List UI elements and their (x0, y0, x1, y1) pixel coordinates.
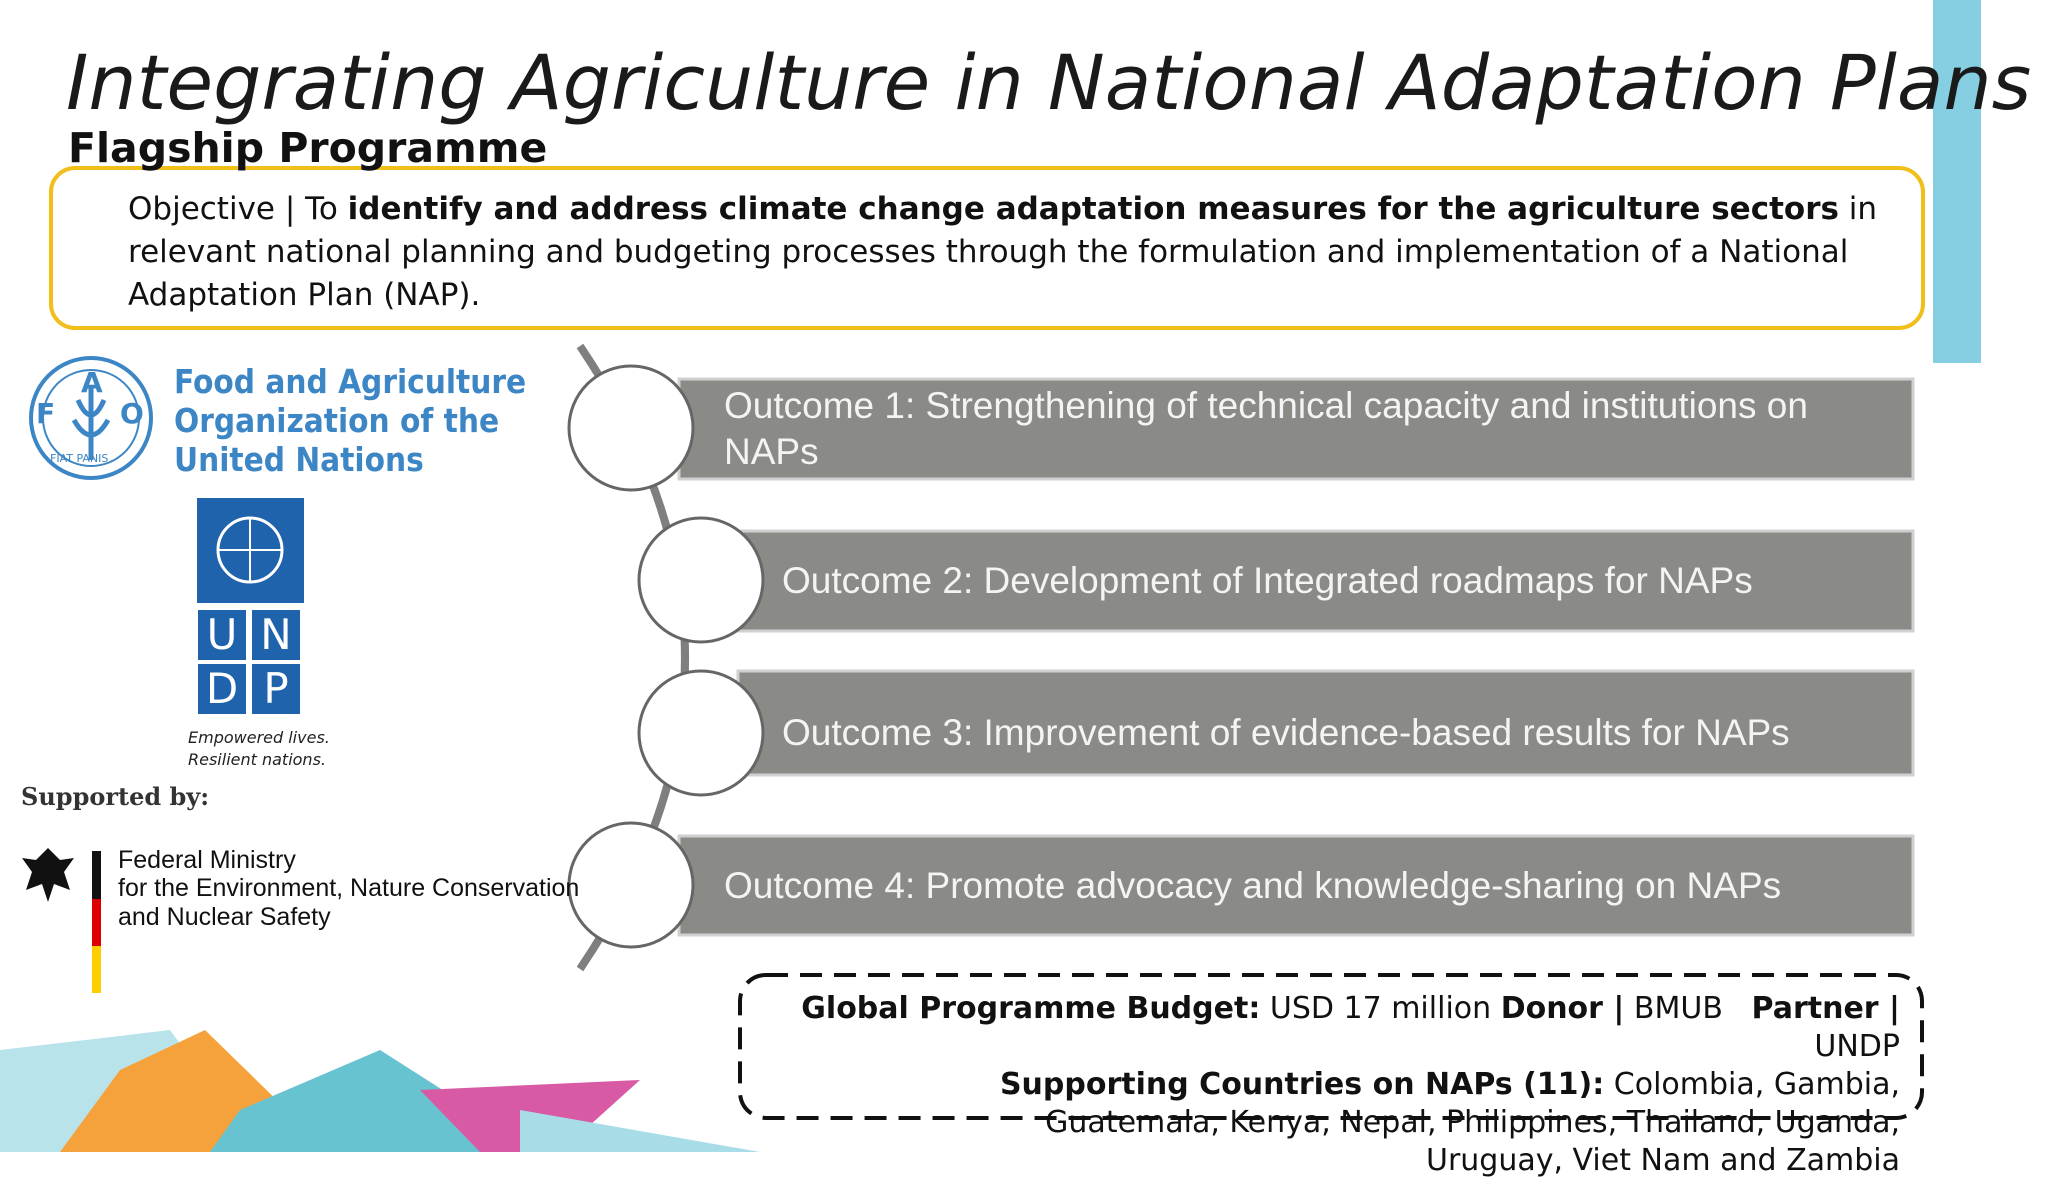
undp-letter: D (198, 664, 246, 714)
undp-letter: N (252, 610, 300, 660)
supported-by: Supported by: (21, 782, 210, 811)
budget-text: Global Programme Budget: (801, 991, 1261, 1026)
decoration (0, 0, 1981, 1152)
objective-text: in relevant national planning and budget… (128, 191, 1878, 313)
subtitle: Flagship Programme (68, 124, 548, 172)
undp-tagline: Resilient nations. (188, 750, 326, 769)
fao-name: United Nations (174, 440, 424, 479)
fao-logo (29, 356, 153, 480)
title: Integrating Agriculture in National Adap… (66, 38, 2032, 127)
footer-triangles (0, 1030, 760, 1152)
fao-name: Food and Agriculture (174, 362, 527, 401)
outcome: Outcome 1: Strengthening of technical ca… (724, 385, 1808, 472)
outcome-bars (567, 364, 1915, 949)
objective: Objective | To identify and address clim… (128, 188, 1908, 317)
ministry-name: for the Environment, Nature Conservation (118, 874, 580, 902)
ministry-name: and Nuclear Safety (118, 903, 331, 931)
undp-letter: U (198, 610, 246, 660)
objective-box (49, 166, 1925, 330)
ministry-name: Federal Ministry (118, 846, 296, 874)
outcome: Outcome 2: Development of Integrated roa… (782, 560, 1753, 601)
undp-tagline: Empowered lives. (188, 728, 330, 747)
undp-letter: P (252, 664, 300, 714)
fao-letter: F (36, 397, 56, 430)
budget-text: Partner | (1751, 991, 1900, 1026)
accent-bar (1933, 0, 1981, 363)
budget-text: BMUB (1624, 991, 1752, 1026)
outcome: Outcome 3: Improvement of evidence-based… (782, 712, 1790, 753)
fao-letter: A (81, 366, 103, 399)
budget-text: Supporting Countries on NAPs (11): (999, 1067, 1605, 1102)
budget-box (738, 973, 1924, 1120)
outcome: Outcome 4: Promote advocacy and knowledg… (724, 865, 1782, 906)
budget-text: Donor | (1500, 991, 1625, 1026)
objective-text: identify and address climate change adap… (347, 191, 1839, 227)
objective-text: Objective | To (128, 191, 348, 227)
budget-line: Global Programme Budget: USD 17 million … (760, 990, 1900, 1066)
budget-text: USD 17 million (1260, 991, 1501, 1026)
budget-text: UNDP (1795, 1029, 1900, 1064)
fao-name: Organization of the (174, 401, 500, 440)
budget-line: Supporting Countries on NAPs (11): Colom… (760, 1066, 1900, 1180)
fao-motto: FIAT PANIS (50, 452, 109, 465)
fao-letter: O (120, 397, 144, 430)
eagle (22, 848, 74, 902)
